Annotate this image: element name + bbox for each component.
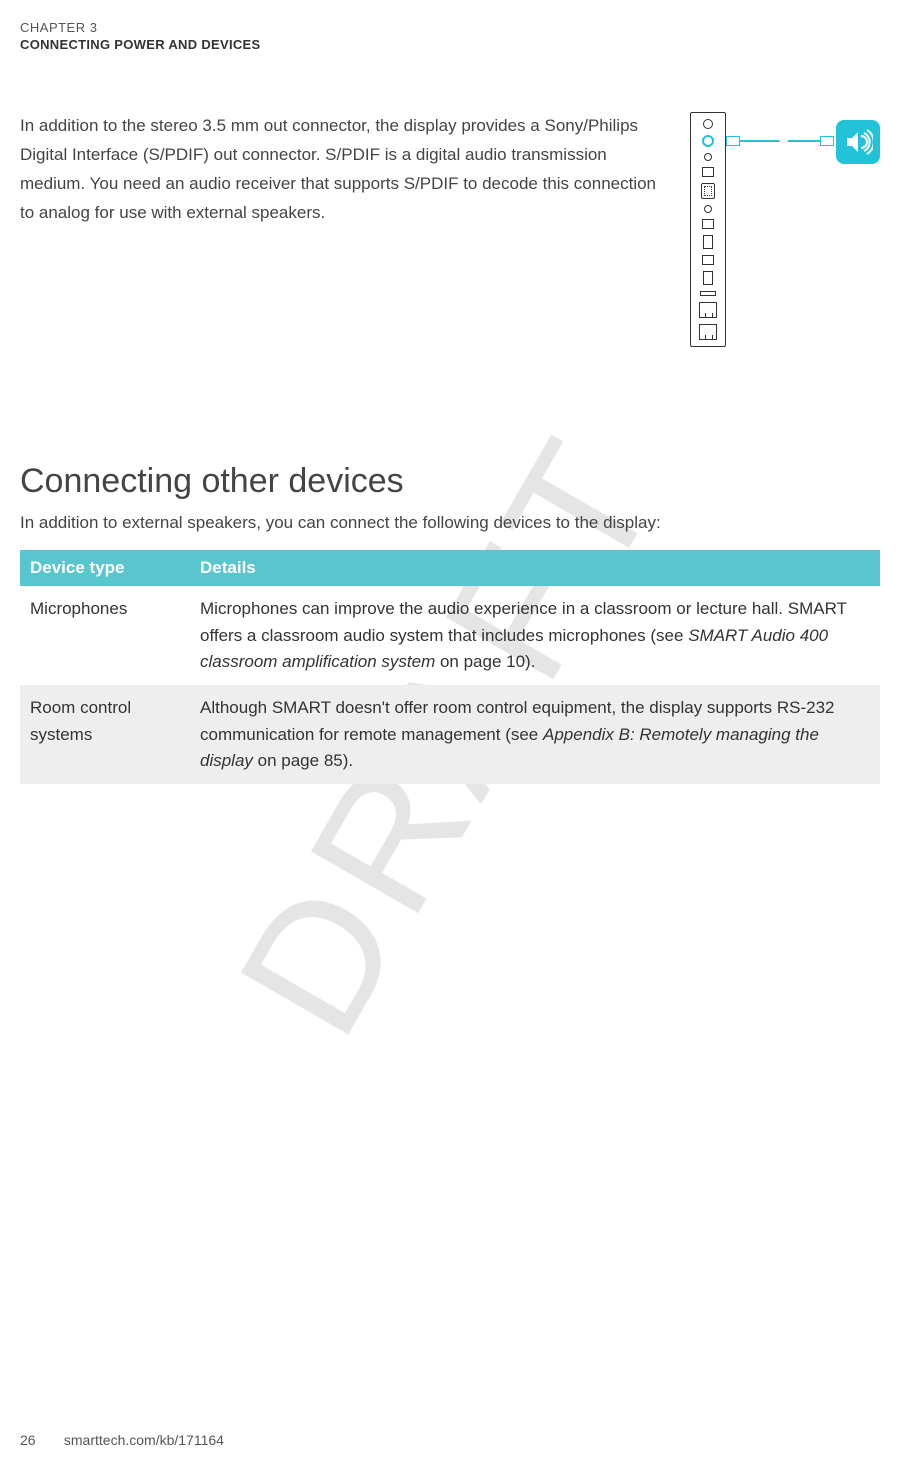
table-row: Microphones Microphones can improve the … bbox=[20, 586, 880, 685]
chapter-label: CHAPTER 3 bbox=[20, 20, 880, 35]
table-header-details: Details bbox=[190, 550, 880, 586]
port-slot-icon bbox=[700, 291, 716, 296]
chapter-title: CONNECTING POWER AND DEVICES bbox=[20, 37, 880, 52]
speaker-icon bbox=[836, 120, 880, 164]
device-details-cell: Although SMART doesn't offer room contro… bbox=[190, 685, 880, 784]
port-usb-icon bbox=[703, 235, 713, 249]
cable-break bbox=[778, 134, 789, 146]
port-spdif-icon bbox=[702, 135, 714, 147]
page-number: 26 bbox=[20, 1432, 60, 1448]
port-hdmi-icon bbox=[702, 167, 714, 177]
section-intro: In addition to external speakers, you ca… bbox=[20, 509, 880, 536]
table-row: Room control systems Although SMART does… bbox=[20, 685, 880, 784]
port-vga-icon bbox=[701, 183, 715, 199]
table-header-type: Device type bbox=[20, 550, 190, 586]
footer-url: smarttech.com/kb/171164 bbox=[64, 1432, 224, 1448]
intro-paragraph: In addition to the stereo 3.5 mm out con… bbox=[20, 112, 670, 392]
port-rj1-icon bbox=[699, 302, 717, 318]
port-dp-icon bbox=[702, 219, 714, 229]
device-details-cell: Microphones can improve the audio experi… bbox=[190, 586, 880, 685]
port-jack-icon bbox=[704, 153, 712, 161]
port-dp2-icon bbox=[702, 255, 714, 265]
port-usb2-icon bbox=[703, 271, 713, 285]
device-table: Device type Details Microphones Micropho… bbox=[20, 550, 880, 784]
port-jack2-icon bbox=[704, 205, 712, 213]
cable-plug-left-icon bbox=[726, 136, 740, 146]
section-heading: Connecting other devices bbox=[20, 462, 880, 501]
device-type-cell: Room control systems bbox=[20, 685, 190, 784]
cable-plug-right-icon bbox=[820, 136, 834, 146]
page-footer: 26 smarttech.com/kb/171164 bbox=[20, 1432, 224, 1448]
port-rj2-icon bbox=[699, 324, 717, 340]
port-audio-out-icon bbox=[703, 119, 713, 129]
connection-diagram bbox=[690, 112, 880, 392]
device-type-cell: Microphones bbox=[20, 586, 190, 685]
